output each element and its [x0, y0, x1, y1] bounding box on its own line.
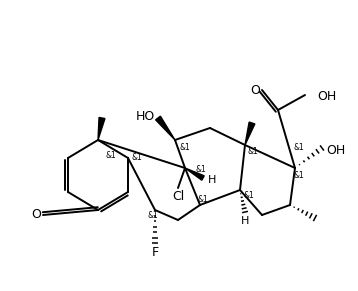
Text: &1: &1: [148, 210, 159, 219]
Text: &1: &1: [180, 143, 191, 152]
Text: &1: &1: [293, 143, 304, 152]
Text: OH: OH: [326, 143, 345, 157]
Polygon shape: [245, 122, 255, 145]
Text: O: O: [250, 84, 260, 97]
Text: &1: &1: [198, 196, 209, 205]
Text: OH: OH: [317, 90, 336, 102]
Text: &1: &1: [195, 166, 206, 175]
Polygon shape: [156, 116, 175, 140]
Text: &1: &1: [244, 191, 255, 200]
Text: O: O: [31, 208, 41, 221]
Text: &1: &1: [293, 171, 304, 180]
Text: HO: HO: [136, 109, 155, 123]
Text: &1: &1: [132, 153, 143, 162]
Text: Cl: Cl: [172, 190, 184, 203]
Polygon shape: [185, 168, 204, 180]
Polygon shape: [98, 118, 105, 140]
Text: &1: &1: [248, 148, 259, 157]
Text: &1: &1: [105, 150, 116, 159]
Text: H: H: [241, 216, 249, 226]
Text: F: F: [151, 246, 159, 258]
Text: H: H: [208, 175, 216, 185]
